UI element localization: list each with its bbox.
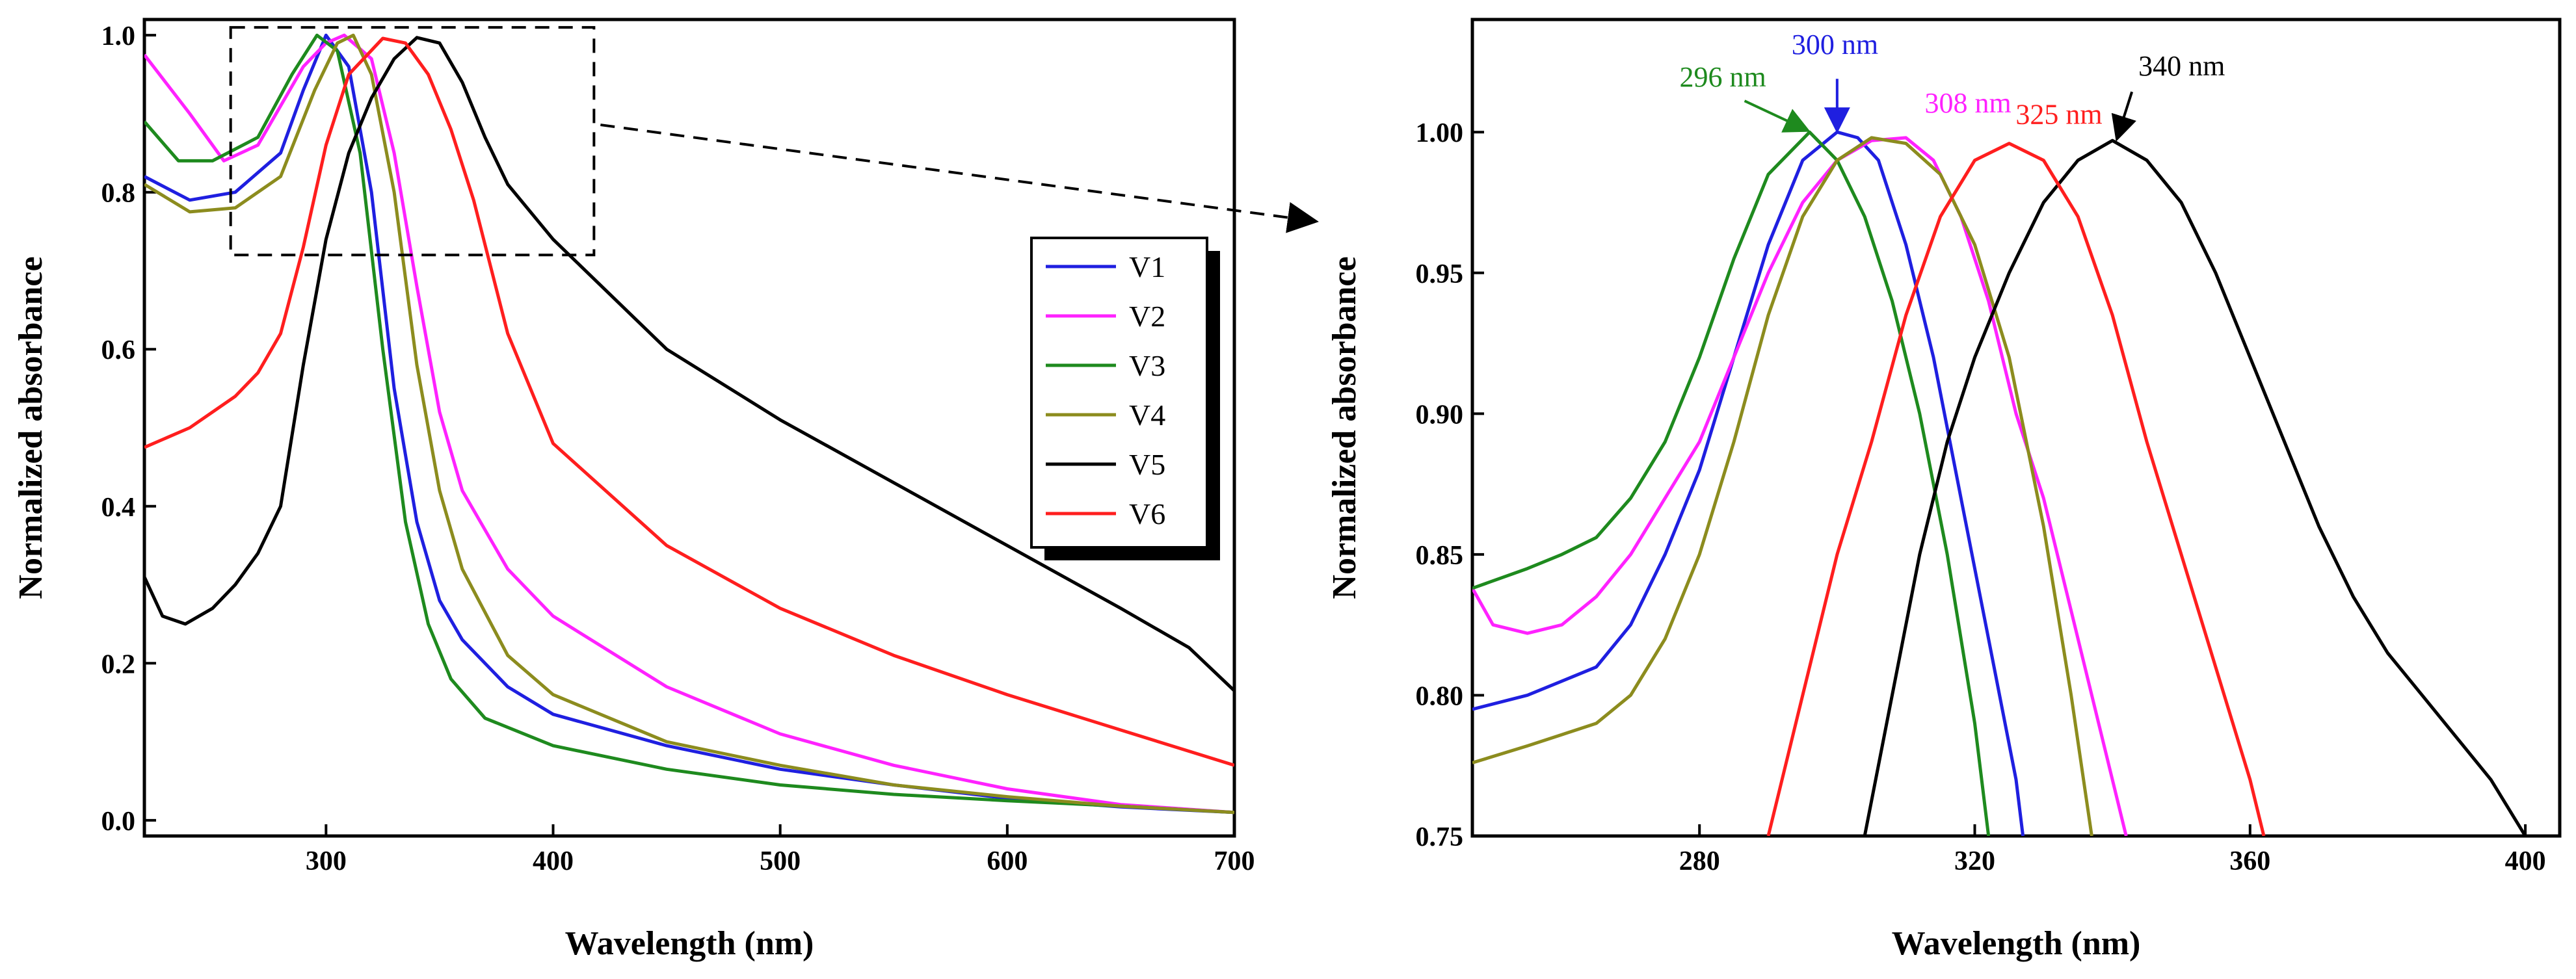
left-x-tick-label: 700 [1214, 846, 1255, 876]
right-x-axis-title: Wavelength (nm) [1892, 925, 2141, 962]
right-y-tick-label: 0.80 [1416, 681, 1464, 711]
right-series-v4 [1472, 136, 2093, 836]
right-y-tick-label: 0.95 [1416, 259, 1464, 289]
legend-label-v4: V4 [1129, 398, 1165, 432]
left-y-tick-label: 0.4 [101, 493, 136, 523]
zoom-arrow [600, 124, 1319, 233]
right-x-tick-label: 320 [1954, 846, 1995, 876]
peak-label-340: 340 nm [2138, 50, 2225, 82]
left-y-tick-label: 1.0 [101, 21, 136, 51]
right-series-v5 [1863, 138, 2527, 836]
right-plot-frame [1470, 18, 2562, 838]
left-series-v2 [144, 33, 1234, 815]
right-series-v3 [1472, 130, 1991, 836]
peak-label-300: 300 nm [1792, 29, 1878, 60]
left-series-lines [144, 33, 1234, 815]
left-y-axis-title: Normalized absorbance [12, 256, 49, 599]
peak-label-296: 296 nm [1680, 61, 1766, 93]
peak-labels: 296 nm 300 nm 308 nm 325 nm 340 nm [1680, 29, 2225, 142]
right-series-v6 [1766, 142, 2266, 836]
peak-label-325: 325 nm [2015, 99, 2102, 131]
left-series-v4 [144, 33, 1234, 815]
peak-label-308: 308 nm [1925, 87, 2012, 119]
left-x-tick-label: 500 [760, 846, 801, 876]
legend-label-v6: V6 [1129, 497, 1165, 530]
legend-label-v5: V5 [1129, 448, 1165, 481]
legend-label-v1: V1 [1129, 250, 1165, 283]
left-x-tick-label: 400 [533, 846, 574, 876]
legend-label-v2: V2 [1129, 300, 1165, 333]
right-y-axis-title: Normalized absorbance [1326, 256, 1363, 599]
zoom-box [229, 26, 596, 257]
left-plot-frame [142, 18, 1236, 838]
left-y-tick-label: 0.2 [101, 649, 136, 679]
legend-box [1030, 237, 1208, 549]
left-x-tick-label: 600 [987, 846, 1028, 876]
right-series-v1 [1472, 130, 2025, 836]
right-x-tick-label: 400 [2505, 846, 2546, 876]
left-y-tick-label: 0.6 [101, 335, 136, 365]
legend: V1 V2 V3 V4 V5 V6 [1030, 237, 1220, 560]
right-axis-ticks: 280 320 360 400 0.75 0.80 0.85 0.90 0.95 1.00 [1416, 118, 2546, 876]
right-y-tick-label: 0.85 [1416, 541, 1464, 571]
right-x-tick-label: 280 [1679, 846, 1720, 876]
right-panel-chart: 280 320 360 400 0.75 0.80 0.85 0.90 0.95 1.00 296… [1326, 18, 2562, 962]
left-axis-ticks: 300 400 500 600 700 0.0 0.2 0.4 0.6 0.8 1.0 [101, 21, 1255, 876]
legend-label-v3: V3 [1129, 349, 1165, 382]
left-y-tick-label: 0.8 [101, 179, 136, 209]
right-series-lines [1472, 130, 2527, 836]
left-series-v5 [144, 36, 1234, 692]
peak-arrow [1744, 99, 1811, 133]
left-series-v6 [144, 36, 1234, 767]
left-x-axis-title: Wavelength (nm) [565, 925, 814, 962]
peak-arrow [2111, 91, 2136, 142]
right-x-tick-label: 360 [2229, 846, 2270, 876]
left-x-tick-label: 300 [306, 846, 347, 876]
left-y-tick-label: 0.0 [101, 807, 136, 837]
right-y-tick-label: 0.90 [1416, 400, 1464, 430]
left-series-v3 [144, 33, 1234, 815]
right-y-tick-label: 0.75 [1416, 822, 1464, 852]
right-y-tick-label: 1.00 [1416, 118, 1464, 148]
left-panel-chart: 300 400 500 600 700 0.0 0.2 0.4 0.6 0.8 1.0 V1 V2 V3… [12, 18, 1319, 962]
